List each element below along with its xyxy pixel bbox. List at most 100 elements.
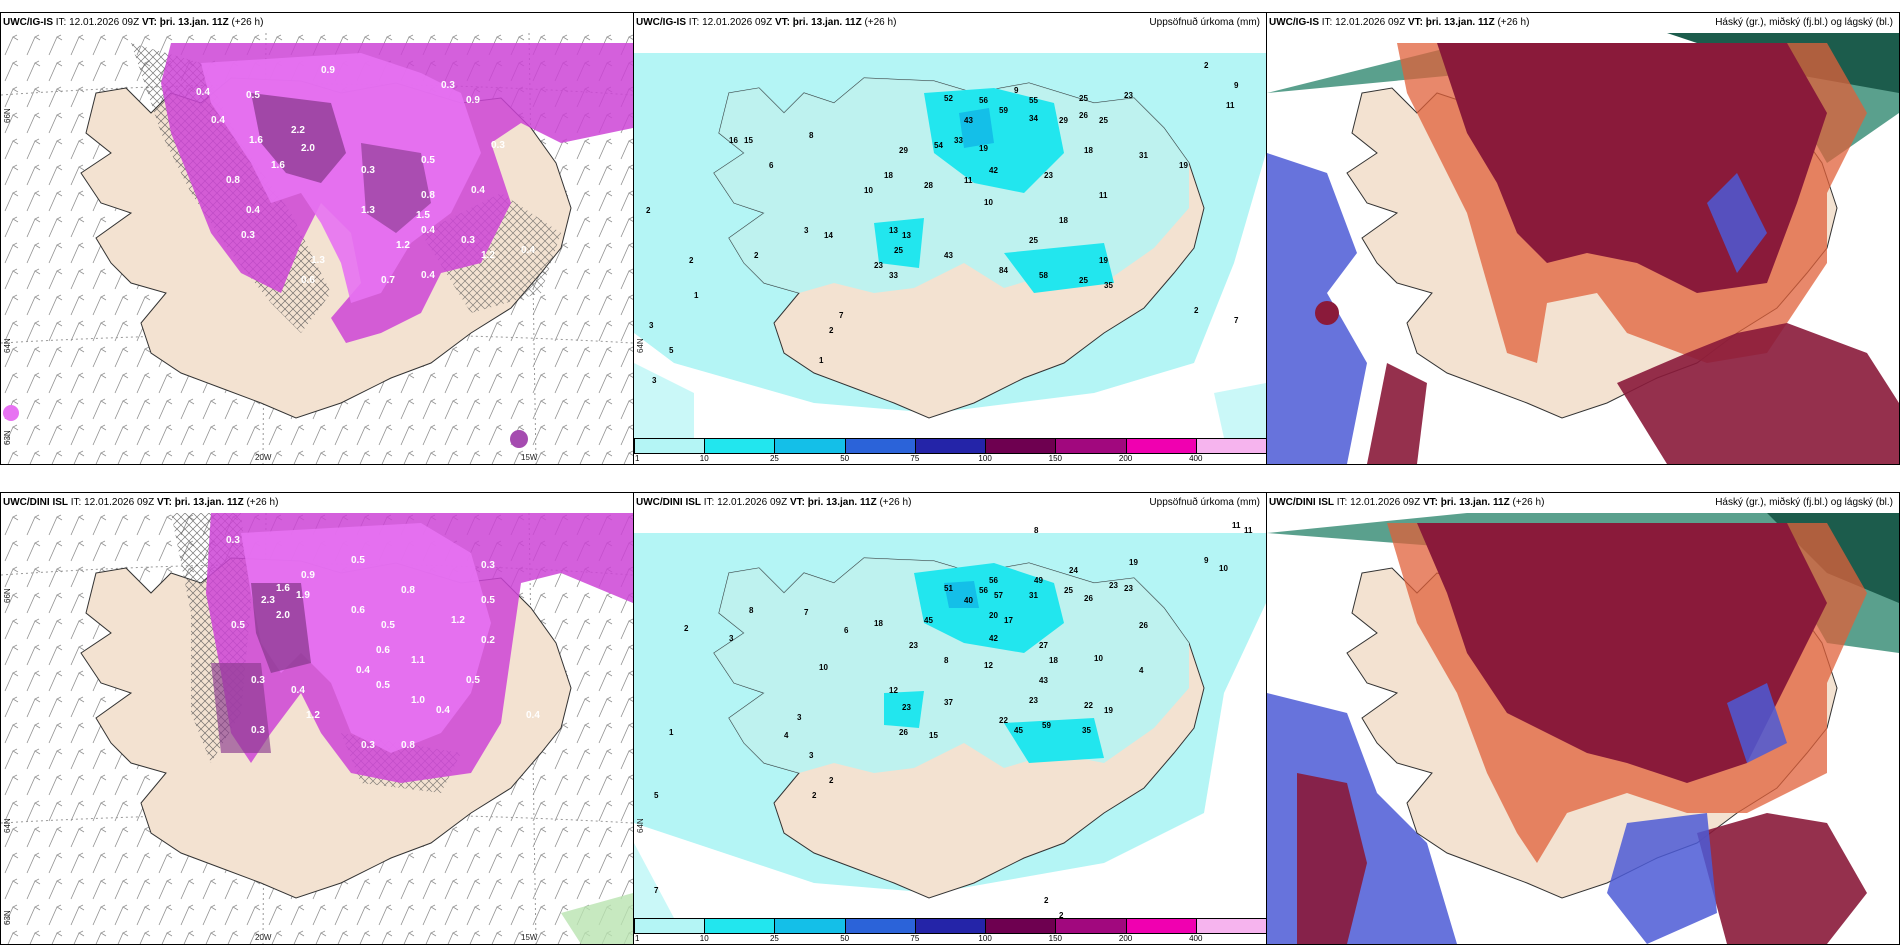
snow-label: 0.9 <box>321 65 335 76</box>
precip-label: 19 <box>1129 558 1138 567</box>
legend-swatch <box>704 438 776 454</box>
legend-label: 50 <box>840 934 850 943</box>
precip-label: 7 <box>804 608 809 617</box>
snow-label: 1.3 <box>311 255 325 266</box>
precip-label: 10 <box>1094 654 1103 663</box>
legend-label: 1 <box>635 454 640 463</box>
snow-depth-labels: 0.3 0.5 0.9 1.6 2.3 2.0 1.9 0.6 0.5 0.8 … <box>226 535 540 751</box>
snow-label: 0.5 <box>381 620 395 631</box>
model-name: UWC/IG-IS <box>1269 17 1319 28</box>
precip-label: 2 <box>1059 911 1064 918</box>
precip-label: 5 <box>654 791 659 800</box>
lat-label-66n: 66N <box>3 108 12 123</box>
legend-label: 400 <box>1189 934 1203 943</box>
precip-label: 40 <box>964 596 973 605</box>
precip-label: 33 <box>889 271 898 280</box>
precip-label: 1 <box>819 356 824 365</box>
snow-label: 0.5 <box>466 675 480 686</box>
panel-header: UWC/IG-IS IT: 12.01.2026 09Z VT: þri. 13… <box>1267 13 1899 33</box>
precip-label: 22 <box>999 716 1008 725</box>
it-time: 12.01.2026 09Z <box>702 17 773 28</box>
precip-label: 43 <box>1039 676 1048 685</box>
snow-label: 0.4 <box>211 115 225 126</box>
vt-time: þri. 13.jan. 11Z <box>174 497 244 508</box>
precip-label: 45 <box>924 616 933 625</box>
precip-label: 26 <box>899 728 908 737</box>
precip-label: 23 <box>1044 171 1053 180</box>
snow-label: 0.4 <box>421 225 435 236</box>
precip-label: 10 <box>819 663 828 672</box>
precip-label: 26 <box>1079 111 1088 120</box>
legend-label: 150 <box>1048 934 1063 943</box>
legend-label: 1 <box>635 934 640 943</box>
legend-label: 10 <box>699 934 709 943</box>
panel-precip-top: UWC/IG-IS IT: 12.01.2026 09Z VT: þri. 13… <box>633 12 1267 465</box>
snow-label: 1.6 <box>276 583 290 594</box>
precip-label: 51 <box>944 584 953 593</box>
snow-label: 0.3 <box>491 140 505 151</box>
lat-label-64n: 64N <box>3 818 12 833</box>
precip-label: 2 <box>689 256 694 265</box>
snow-label: 0.5 <box>376 680 390 691</box>
precip-label: 43 <box>964 116 973 125</box>
legend-swatch <box>914 918 987 934</box>
snow-label: 0.8 <box>401 585 415 596</box>
legend-label: 10 <box>699 454 709 463</box>
snow-label: 0.5 <box>231 620 245 631</box>
precip-map: 2 9 9 11 55 25 23 52 56 59 34 29 26 25 4… <box>634 33 1266 438</box>
snow-label: 0.8 <box>401 740 415 751</box>
precip-legend: 1 10 25 50 75 100 150 200 400 <box>634 438 1266 464</box>
precip-label: 7 <box>654 886 659 895</box>
snow-label: 0.4 <box>356 665 370 676</box>
precip-label: 2 <box>829 326 834 335</box>
precip-label: 54 <box>934 141 943 150</box>
precip-label: 4 <box>1139 666 1144 675</box>
snow-label: 0.8 <box>226 175 240 186</box>
legend-swatch <box>914 438 987 454</box>
vt-time: þri. 13.jan. 11Z <box>792 17 862 28</box>
precip-label: 19 <box>1179 161 1188 170</box>
precip-label: 11 <box>1226 101 1235 110</box>
precip-label: 56 <box>979 96 988 105</box>
precip-label: 1 <box>694 291 699 300</box>
legend-label: 75 <box>910 934 920 943</box>
it-time: 12.01.2026 09Z <box>69 17 140 28</box>
it-time: 12.01.2026 09Z <box>84 497 155 508</box>
precip-label: 3 <box>729 634 734 643</box>
precip-label: 2 <box>1044 896 1049 905</box>
precip-label: 3 <box>809 751 814 760</box>
snow-label: 1.9 <box>296 590 310 601</box>
precip-label: 11 <box>1232 521 1241 530</box>
snow-label: 0.4 <box>521 245 535 256</box>
precip-label: 58 <box>1039 271 1048 280</box>
snow-map: 0.3 0.5 0.9 1.6 2.3 2.0 1.9 0.6 0.5 0.8 … <box>1 513 633 944</box>
legend-label: 100 <box>978 454 992 463</box>
legend-label: 100 <box>978 934 992 943</box>
panel-snow-top: UWC/IG-IS IT: 12.01.2026 09Z VT: þri. 13… <box>0 12 634 465</box>
vt-label: VT: <box>774 17 790 28</box>
precip-label: 34 <box>1029 114 1038 123</box>
legend-swatch <box>774 918 846 934</box>
snow-label: 0.4 <box>246 205 260 216</box>
precip-label: 23 <box>1124 584 1133 593</box>
precip-title: Uppsöfnuð úrkoma (mm) <box>1149 497 1260 508</box>
it-time: 12.01.2026 09Z <box>717 497 788 508</box>
precip-label: 56 <box>989 576 998 585</box>
snow-label: 0.6 <box>376 645 390 656</box>
precip-label: 16 <box>729 136 738 145</box>
legend-swatch <box>634 438 706 454</box>
panel-clouds-top: UWC/IG-IS IT: 12.01.2026 09Z VT: þri. 13… <box>1266 12 1900 465</box>
precip-amount-labels: 8 11 11 9 10 19 24 49 23 23 56 51 56 25 … <box>654 521 1253 918</box>
precip-label: 19 <box>1099 256 1108 265</box>
precip-label: 23 <box>1109 581 1118 590</box>
snow-label: 0.9 <box>466 95 480 106</box>
lat-label-66n: 66N <box>3 588 12 603</box>
lat-label-64n: 64N <box>636 338 645 353</box>
precip-label: 29 <box>1059 116 1068 125</box>
precip-label: 84 <box>999 266 1008 275</box>
precip-label: 12 <box>889 686 898 695</box>
legend-swatch <box>1125 918 1197 934</box>
legend-swatch <box>1055 918 1127 934</box>
clouds-map <box>1267 33 1899 464</box>
snow-label: 0.3 <box>226 535 240 546</box>
